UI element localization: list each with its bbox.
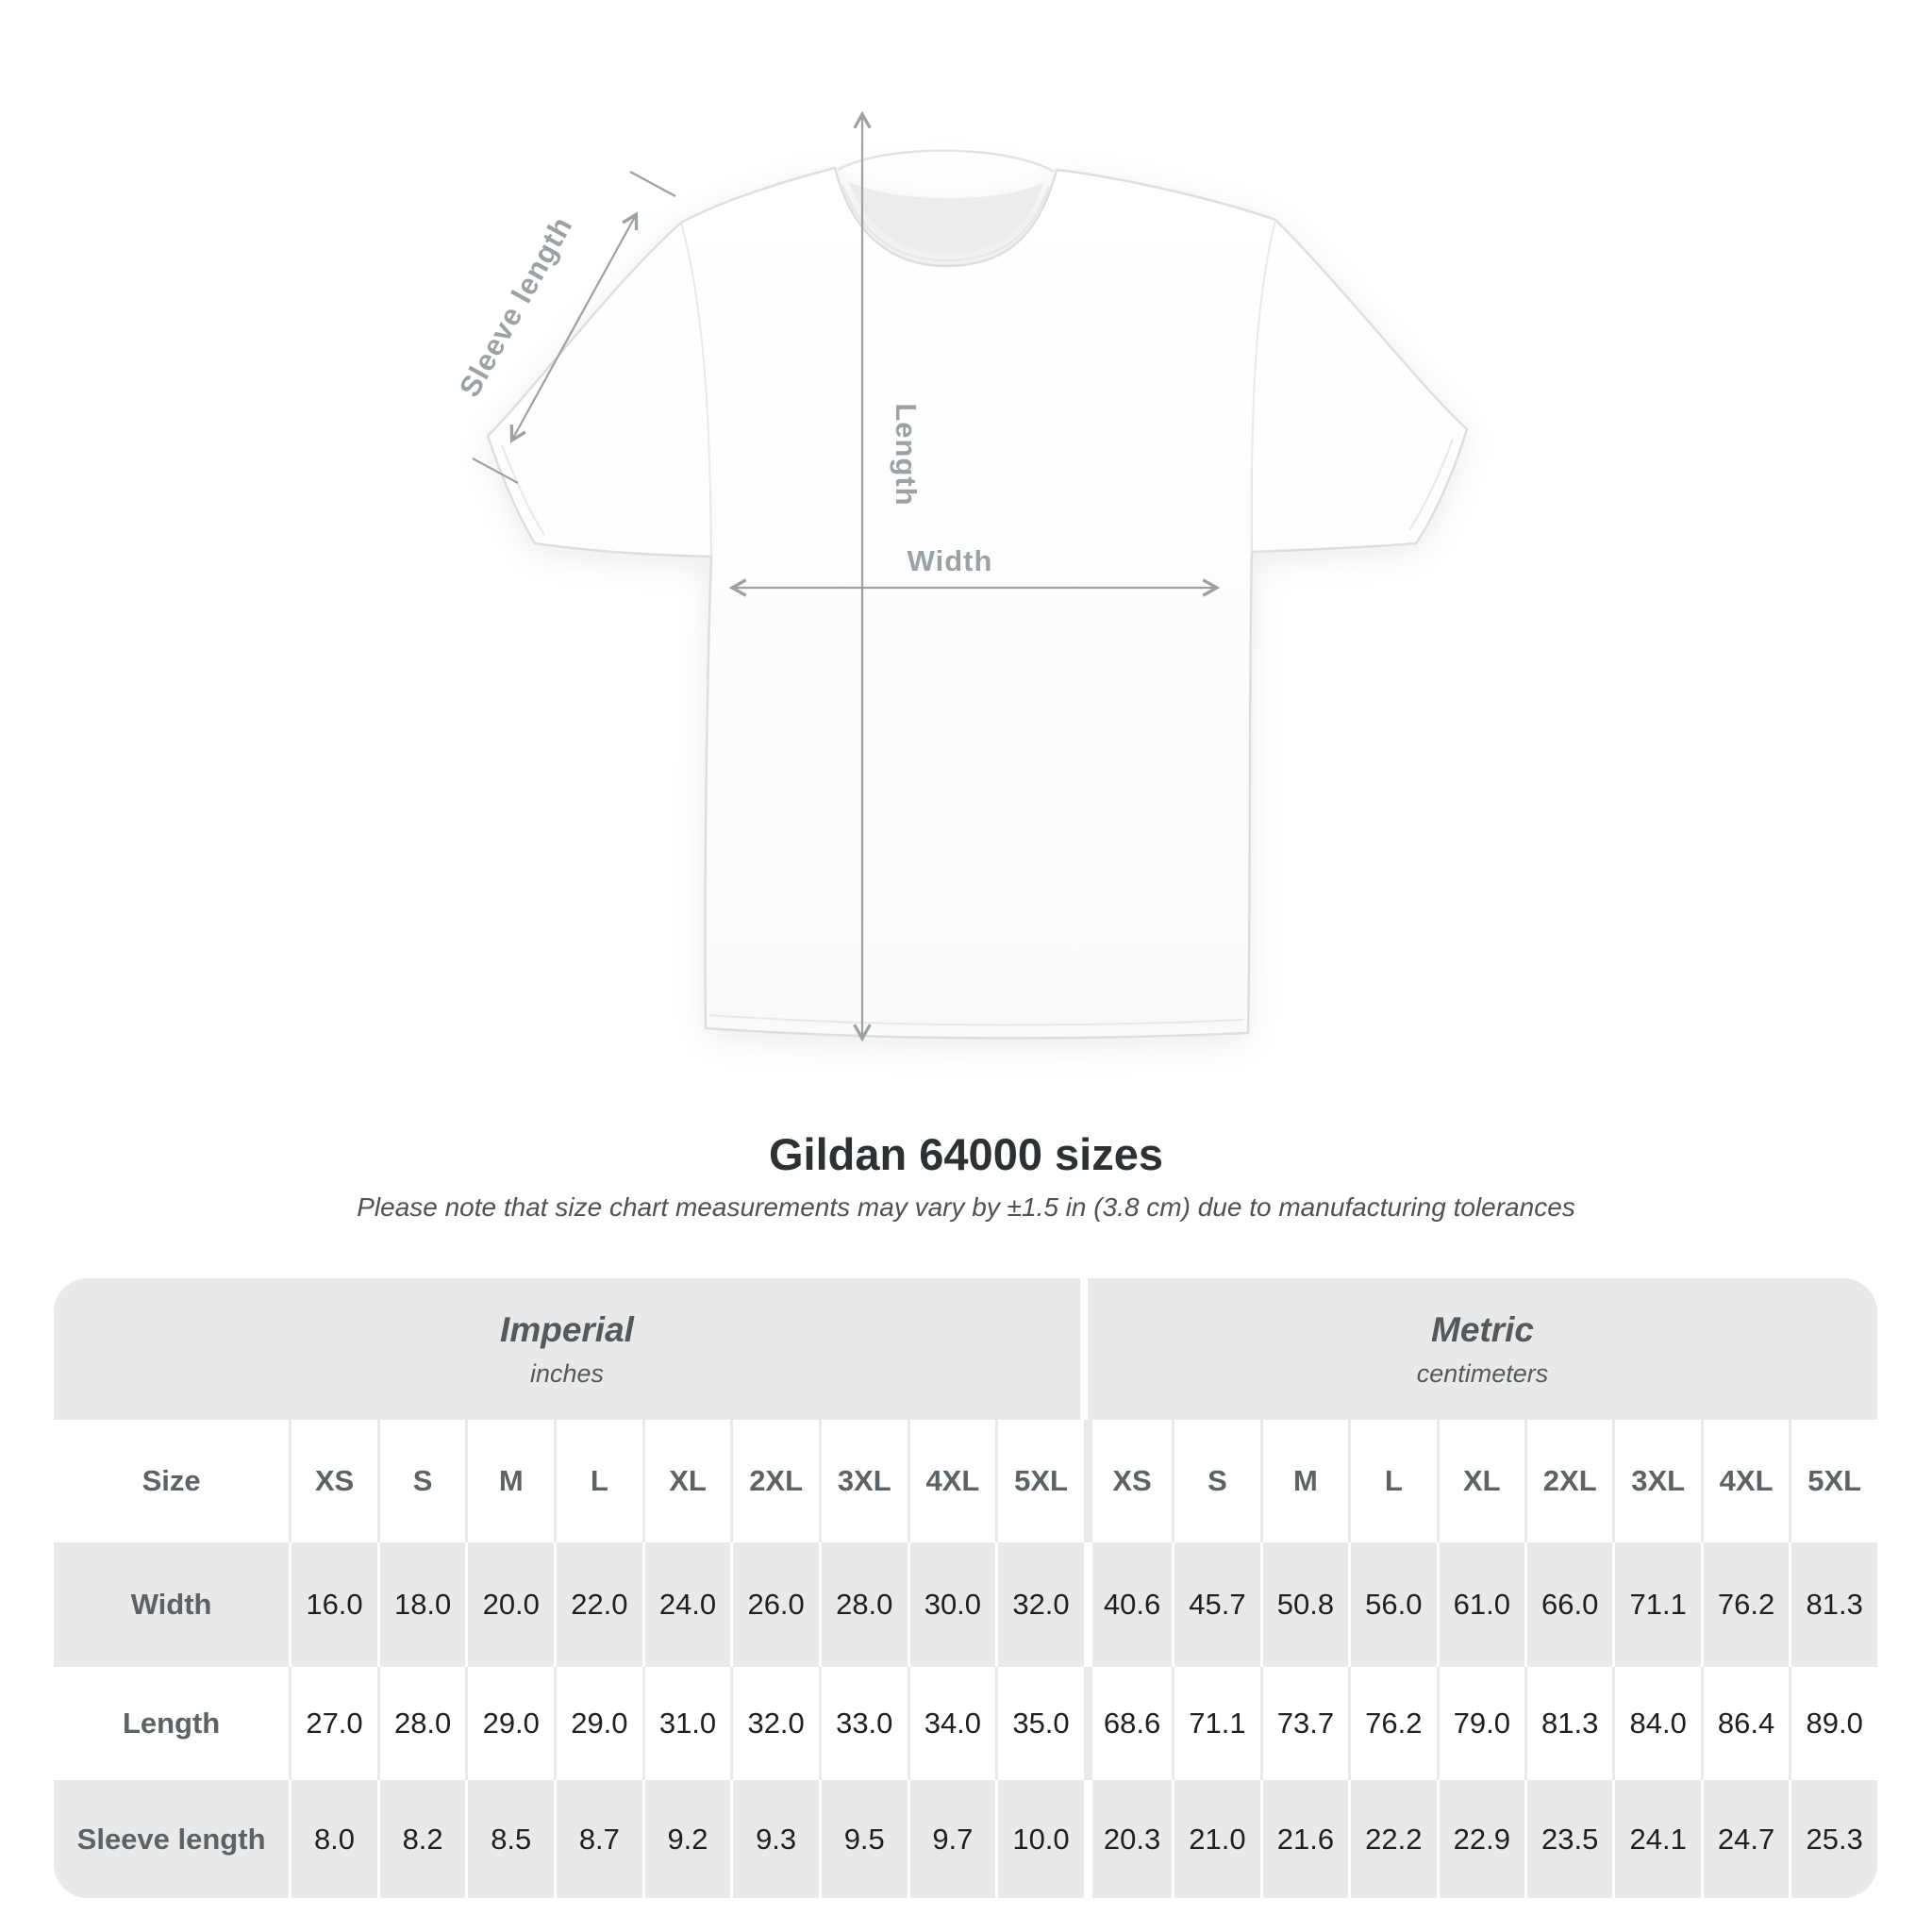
size-header: Size	[142, 1464, 201, 1497]
value-cell: 10.0	[995, 1780, 1084, 1898]
size-col-header: M	[1259, 1420, 1348, 1542]
value-cell: 45.7	[1172, 1542, 1260, 1667]
value-cell: 56.0	[1348, 1542, 1437, 1667]
tolerance-note: Please note that size chart measurements…	[357, 1192, 1575, 1222]
imperial-label: Imperial	[500, 1309, 634, 1349]
imperial-units-label: inches	[529, 1358, 605, 1388]
value-cell: 8.0	[289, 1780, 377, 1898]
size-col-header: 3XL	[1612, 1420, 1700, 1542]
value-cell: 22.2	[1348, 1780, 1437, 1898]
value-cell: 30.0	[907, 1542, 996, 1667]
value-cell: 22.9	[1436, 1780, 1524, 1898]
unit-band-divider	[1080, 1278, 1088, 1420]
page-title: Gildan 64000 sizes	[768, 1129, 1164, 1179]
value-cell: 20.3	[1083, 1780, 1173, 1898]
value-cell: 76.2	[1700, 1542, 1790, 1667]
value-cell: 71.1	[1172, 1667, 1259, 1780]
value-cell: 31.0	[641, 1667, 731, 1780]
value-cell: 50.8	[1259, 1542, 1349, 1667]
value-cell: 8.2	[376, 1780, 466, 1898]
value-cell: 33.0	[818, 1667, 908, 1780]
metric-header: Metric centimeters	[1088, 1278, 1877, 1420]
value-cell: 73.7	[1259, 1667, 1348, 1780]
value-cell: 81.3	[1524, 1667, 1612, 1780]
size-col-header: M	[465, 1420, 554, 1542]
value-cell: 34.0	[907, 1667, 996, 1780]
size-col-header: S	[1172, 1420, 1259, 1542]
sleeve-length-row: Sleeve length 8.0 8.2 8.5 8.7 9.2 9.3 9.…	[54, 1780, 1877, 1898]
value-cell: 61.0	[1436, 1542, 1524, 1667]
value-cell: 28.0	[818, 1542, 908, 1667]
value-cell: 21.6	[1259, 1780, 1349, 1898]
value-cell: 28.0	[376, 1667, 466, 1780]
value-cell: 24.1	[1612, 1780, 1701, 1898]
metric-label: Metric	[1431, 1309, 1534, 1349]
value-cell: 22.0	[554, 1542, 642, 1667]
value-cell: 9.5	[818, 1780, 908, 1898]
value-cell: 35.0	[995, 1667, 1084, 1780]
size-col-header: 3XL	[818, 1420, 908, 1542]
size-col-header: 5XL	[995, 1420, 1084, 1542]
row-label: Length	[122, 1707, 221, 1740]
value-cell: 89.0	[1789, 1667, 1877, 1780]
value-cell: 18.0	[376, 1542, 466, 1667]
value-cell: 84.0	[1612, 1667, 1700, 1780]
tshirt-measurement-diagram: Sleeve length Length Width	[453, 110, 1469, 1042]
value-cell: 9.3	[730, 1780, 819, 1898]
value-cell: 40.6	[1083, 1542, 1173, 1667]
value-cell: 66.0	[1524, 1542, 1613, 1667]
size-col-header: XS	[1083, 1420, 1172, 1542]
size-col-header: 5XL	[1789, 1420, 1877, 1542]
value-cell: 29.0	[465, 1667, 554, 1780]
value-cell: 86.4	[1700, 1667, 1789, 1780]
imperial-header: Imperial inches	[54, 1278, 1080, 1420]
value-cell: 79.0	[1436, 1667, 1524, 1780]
dimension-length: Length	[853, 110, 923, 1042]
size-chart: Imperial inches Metric centimeters Size …	[54, 1278, 1877, 1898]
size-col-header: 2XL	[1524, 1420, 1612, 1542]
value-cell: 26.0	[730, 1542, 819, 1667]
value-cell: 9.7	[907, 1780, 996, 1898]
value-cell: 8.5	[465, 1780, 555, 1898]
size-col-header: XL	[1436, 1420, 1524, 1542]
size-col-header: 4XL	[907, 1420, 996, 1542]
width-label: Width	[908, 544, 993, 577]
size-col-header: S	[376, 1420, 466, 1542]
value-cell: 68.6	[1083, 1667, 1172, 1780]
value-cell: 27.0	[289, 1667, 377, 1780]
value-cell: 25.3	[1789, 1780, 1877, 1898]
size-col-header: L	[1348, 1420, 1436, 1542]
metric-units-label: centimeters	[1416, 1358, 1549, 1388]
value-cell: 21.0	[1172, 1780, 1260, 1898]
value-cell: 23.5	[1524, 1780, 1613, 1898]
row-label: Width	[54, 1542, 290, 1667]
row-label: Sleeve length	[54, 1780, 290, 1898]
value-cell: 20.0	[465, 1542, 555, 1667]
size-col-header: L	[554, 1420, 642, 1542]
value-cell: 8.7	[554, 1780, 642, 1898]
value-cell: 76.2	[1348, 1667, 1436, 1780]
value-cell: 81.3	[1789, 1542, 1877, 1667]
value-cell: 32.0	[730, 1667, 819, 1780]
value-cell: 71.1	[1612, 1542, 1701, 1667]
value-cell: 9.2	[641, 1780, 731, 1898]
size-col-header: XS	[289, 1420, 377, 1542]
value-cell: 29.0	[554, 1667, 642, 1780]
value-cell: 24.0	[641, 1542, 731, 1667]
size-col-header: 2XL	[730, 1420, 819, 1542]
value-cell: 24.7	[1700, 1780, 1790, 1898]
value-cell: 16.0	[289, 1542, 377, 1667]
dimension-width: Width	[728, 544, 1221, 597]
tshirt-illustration	[486, 149, 1469, 1040]
unit-header-band: Imperial inches Metric centimeters	[54, 1278, 1877, 1420]
size-col-header: 4XL	[1700, 1420, 1789, 1542]
title-block: Gildan 64000 sizes Please note that size…	[0, 1128, 1932, 1223]
length-label: Length	[890, 403, 923, 506]
size-table: Size XS S M L XL 2XL 3XL 4XL 5XL XS S M …	[54, 1420, 1877, 1898]
length-row: Length 27.0 28.0 29.0 29.0 31.0 32.0 33.…	[54, 1667, 1877, 1780]
size-col-header: XL	[641, 1420, 731, 1542]
width-row: Width 16.0 18.0 20.0 22.0 24.0 26.0 28.0…	[54, 1542, 1877, 1667]
size-header-row: Size XS S M L XL 2XL 3XL 4XL 5XL XS S M …	[54, 1420, 1877, 1542]
value-cell: 32.0	[995, 1542, 1084, 1667]
